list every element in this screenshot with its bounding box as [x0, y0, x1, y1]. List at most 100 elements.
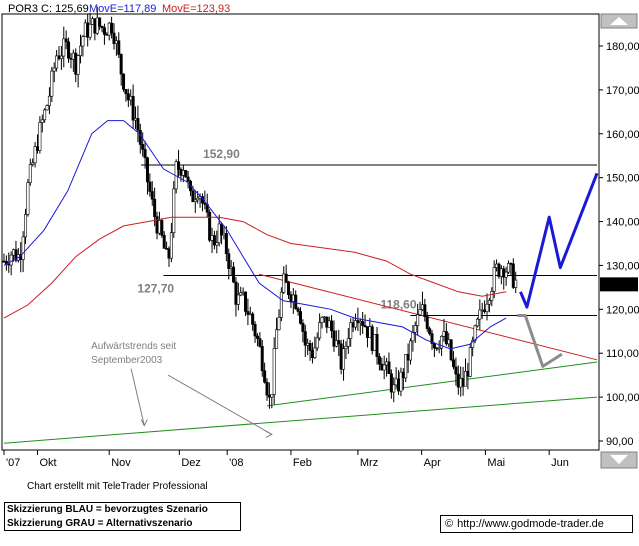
candle-body: [258, 338, 262, 347]
x-tick-label: '08: [229, 457, 243, 469]
x-tick-label: Apr: [424, 457, 441, 469]
candle-body: [215, 242, 219, 246]
candle-body: [222, 233, 226, 236]
candle-body: [456, 373, 460, 388]
candle-body: [251, 313, 255, 325]
x-tick-label: Dez: [181, 457, 201, 469]
trendline-support-lower: [3, 396, 598, 444]
x-tick-label: '07: [6, 457, 20, 469]
candle-body: [52, 67, 56, 72]
candle-body: [363, 325, 367, 327]
candle-body: [279, 291, 283, 318]
candle-body: [361, 321, 365, 326]
candle-body: [322, 316, 326, 319]
candle-body: [83, 22, 87, 37]
candle-body: [122, 73, 126, 90]
candle-body: [342, 348, 346, 370]
candle-body: [134, 118, 138, 121]
candle-body: [385, 361, 389, 366]
candle-body: [224, 233, 228, 254]
candle-body: [432, 343, 436, 349]
candle-body: [497, 263, 501, 277]
candle-body: [227, 253, 231, 269]
candle-body: [294, 294, 298, 309]
candle-body: [138, 130, 142, 145]
candle-body: [229, 266, 233, 269]
scroll-up-arrow-icon[interactable]: [600, 13, 638, 29]
candle-body: [26, 182, 30, 215]
candle-body: [40, 119, 44, 123]
source-url-text: http://www.godmode-trader.de: [457, 518, 604, 530]
trendline-support-upper: [266, 361, 598, 407]
candle-body: [423, 304, 427, 317]
candle-body: [79, 45, 83, 56]
scenario-path-grau: [517, 314, 563, 368]
candle-body: [136, 118, 140, 131]
candle-body: [179, 169, 183, 176]
legend-symbol: POR3 C: 125,69: [8, 3, 89, 15]
candle-body: [86, 22, 90, 38]
y-tick-label: 90,00: [606, 436, 634, 448]
candle-body: [507, 263, 511, 273]
candle-body: [492, 267, 496, 292]
candle-body: [64, 38, 68, 43]
legend-ma1: MovE=117,89: [89, 3, 156, 15]
candle-body: [12, 249, 16, 256]
candle-body: [81, 36, 85, 47]
candle-body: [59, 55, 63, 59]
candle-body: [310, 350, 314, 359]
candle-body: [184, 170, 188, 178]
candle-body: [282, 273, 286, 293]
candle-body: [177, 161, 181, 170]
candle-body: [43, 109, 47, 121]
candle-body: [392, 384, 396, 393]
candle-body: [358, 321, 362, 324]
candle-body: [370, 326, 374, 351]
annotation-arrowhead: [140, 419, 148, 427]
candle-body: [28, 164, 32, 183]
source-link[interactable]: © http://www.godmode-trader.de: [440, 515, 633, 533]
candle-body: [141, 144, 145, 150]
candle-body: [468, 347, 472, 377]
level-label: 118,60: [380, 297, 416, 311]
candle-body: [416, 314, 420, 326]
candle-body: [487, 300, 491, 305]
y-tick-label: 170,00: [606, 85, 639, 97]
candle-body: [47, 95, 51, 106]
candle-body: [447, 339, 451, 345]
candle-body: [255, 335, 259, 339]
candle-body: [320, 317, 324, 323]
candle-body: [165, 248, 169, 250]
candle-body: [301, 323, 305, 332]
candle-body: [318, 322, 322, 339]
y-tick-label: 120,00: [606, 304, 639, 316]
candle-body: [102, 27, 106, 35]
candle-body: [263, 370, 267, 383]
candle-body: [98, 17, 102, 27]
candle-body: [9, 254, 13, 266]
candle-body: [408, 340, 412, 361]
candle-body: [246, 311, 250, 315]
y-tick-label: 180,00: [606, 41, 639, 53]
candle-body: [193, 199, 197, 203]
candle-body: [351, 322, 355, 328]
candle-body: [110, 22, 114, 34]
candle-body: [490, 291, 494, 301]
candle-body: [167, 248, 171, 259]
candle-body: [375, 334, 379, 357]
candle-body: [236, 294, 240, 305]
candle-body: [124, 89, 128, 95]
candle-body: [241, 291, 245, 294]
candle-body: [181, 170, 185, 176]
candle-body: [504, 271, 508, 278]
candle-body: [31, 162, 35, 165]
candle-body: [425, 316, 429, 329]
candle-body: [234, 281, 238, 305]
candle-body: [248, 313, 252, 316]
x-tick-label: Mrz: [360, 457, 378, 469]
candle-body: [334, 340, 338, 347]
candle-body: [90, 18, 94, 25]
candle-body: [473, 325, 477, 341]
scroll-down-arrow-icon[interactable]: [600, 451, 638, 469]
